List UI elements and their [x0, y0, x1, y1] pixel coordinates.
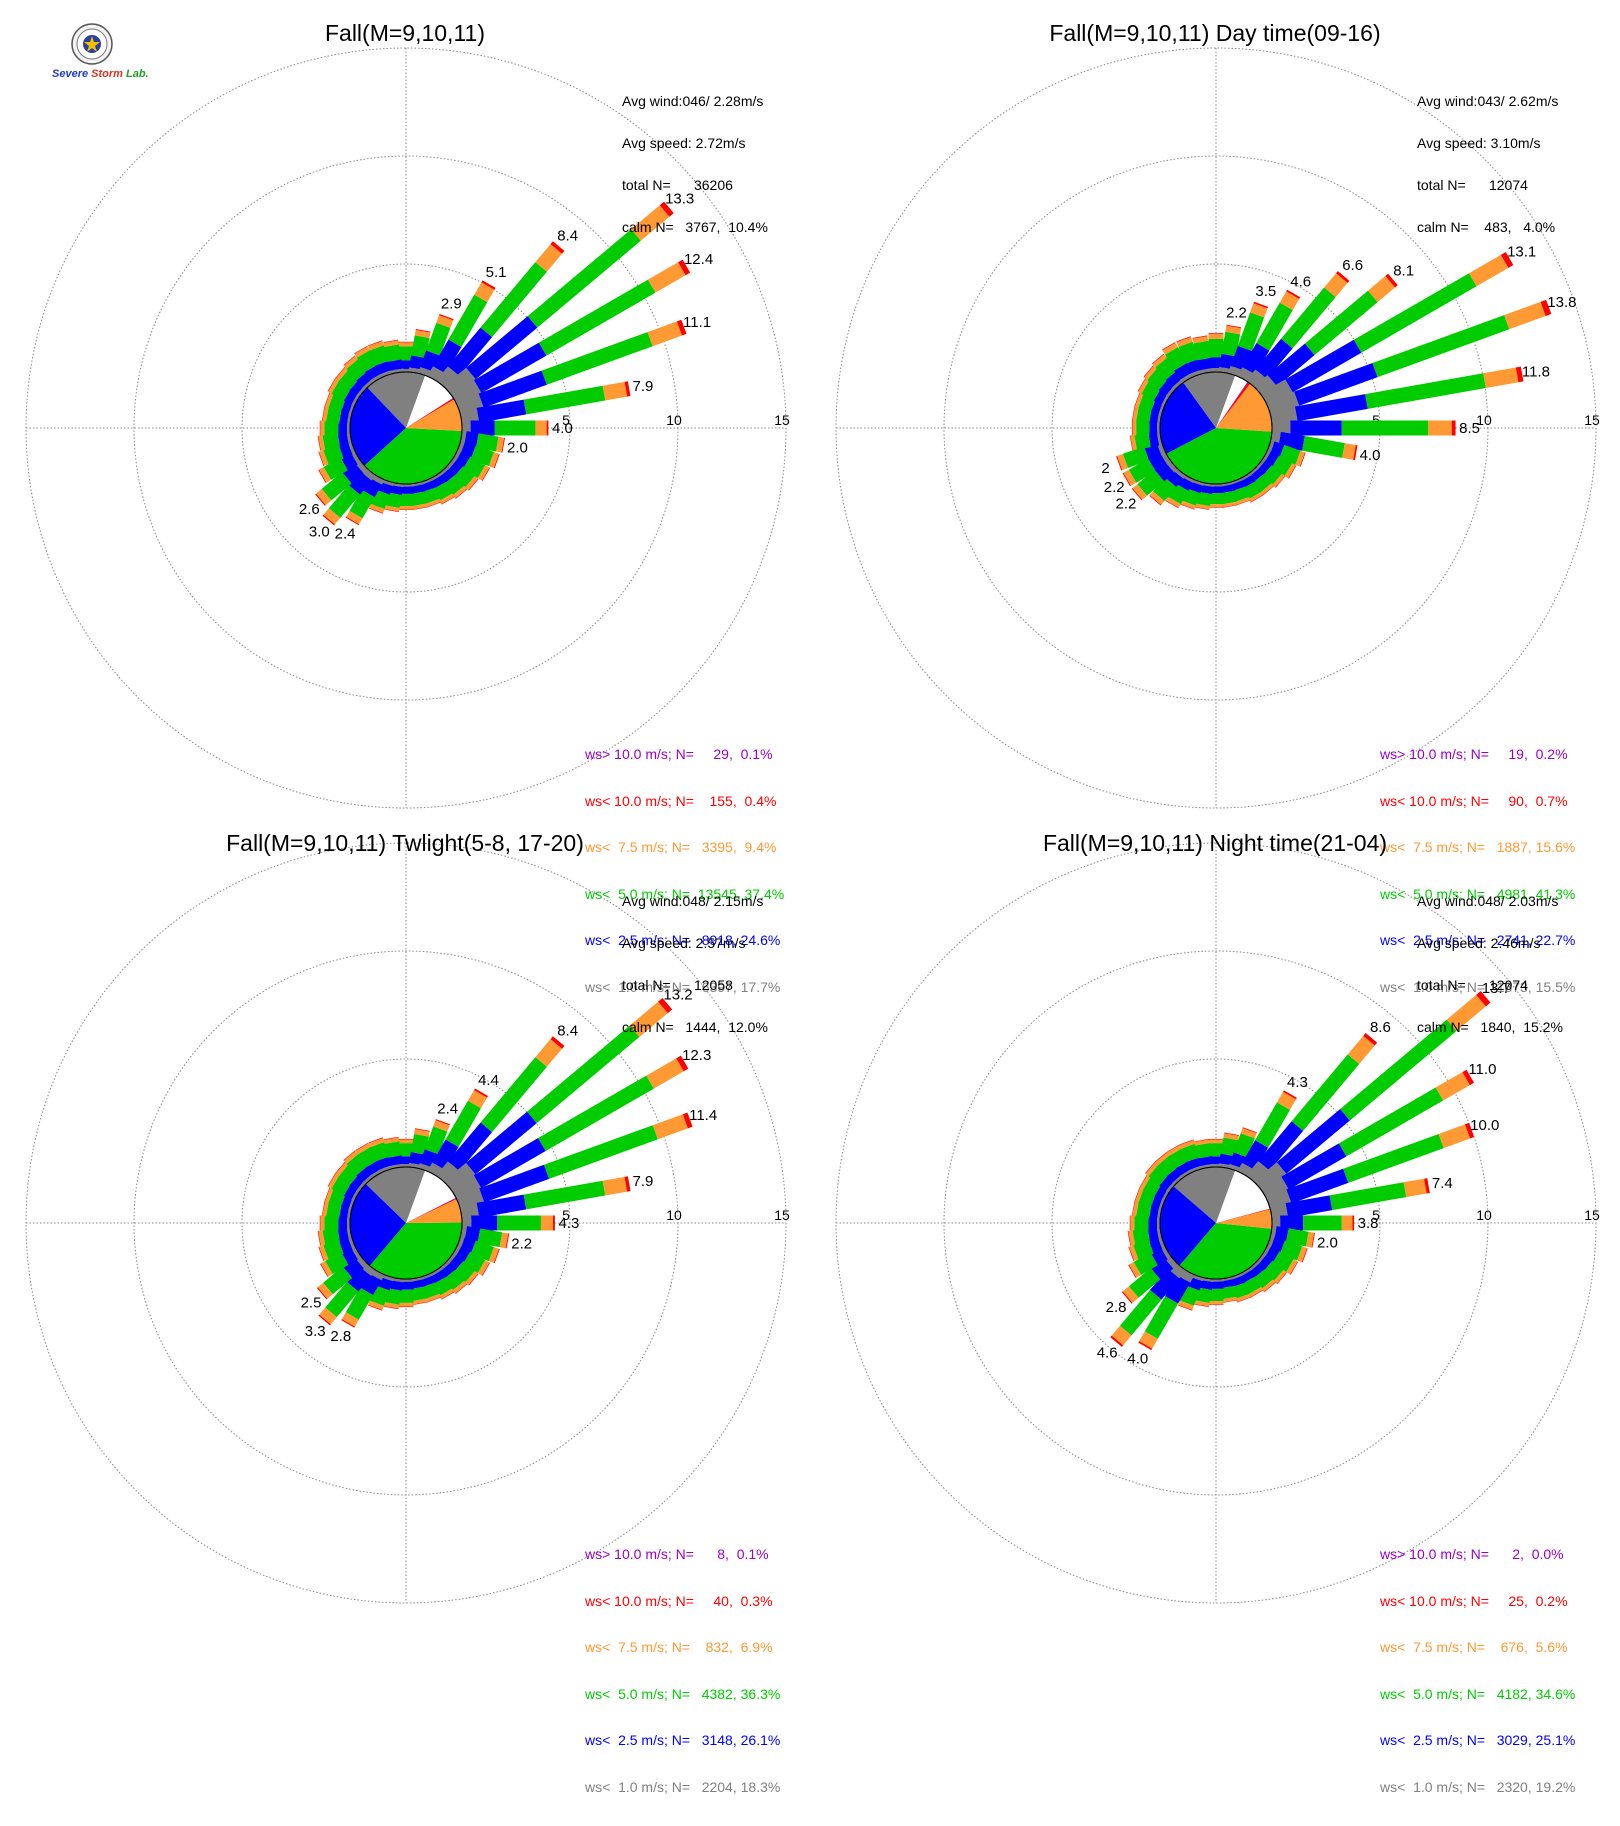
- stats-block: Avg wind:048/ 2.15m/s Avg speed: 2.57m/s…: [622, 866, 768, 1062]
- stat-calm-n: calm N= 1840, 15.2%: [1417, 1020, 1563, 1034]
- panel-title: Fall(M=9,10,11) Twlight(5-8, 17-20): [0, 830, 810, 857]
- rose-panel-fall-all: Fall(M=9,10,11) Avg wind:046/ 2.28m/s Av…: [0, 0, 810, 820]
- legend-entry-lt10: ws< 10.0 m/s; N= 155, 0.4%: [585, 794, 784, 810]
- rose-panel-fall-nighttime: Fall(M=9,10,11) Night time(21-04) Avg wi…: [810, 810, 1620, 1630]
- speed-legend: ws> 10.0 m/s; N= 2, 0.0% ws< 10.0 m/s; N…: [1380, 1516, 1575, 1826]
- legend-entry-lt7-5: ws< 7.5 m/s; N= 832, 6.9%: [585, 1640, 780, 1656]
- legend-entry-gt10: ws> 10.0 m/s; N= 8, 0.1%: [585, 1547, 780, 1563]
- stats-block: Avg wind:043/ 2.62m/s Avg speed: 3.10m/s…: [1417, 66, 1558, 262]
- stats-block: Avg wind:046/ 2.28m/s Avg speed: 2.72m/s…: [622, 66, 768, 262]
- stat-calm-n: calm N= 483, 4.0%: [1417, 220, 1558, 234]
- stat-avg-speed: Avg speed: 2.57m/s: [622, 936, 768, 950]
- stat-total-n: total N= 12074: [1417, 178, 1558, 192]
- rose-panel-fall-twilight: Fall(M=9,10,11) Twlight(5-8, 17-20) Avg …: [0, 810, 810, 1630]
- legend-entry-lt2-5: ws< 2.5 m/s; N= 3148, 26.1%: [585, 1733, 780, 1749]
- legend-entry-lt2-5: ws< 2.5 m/s; N= 3029, 25.1%: [1380, 1733, 1575, 1749]
- legend-entry-gt10: ws> 10.0 m/s; N= 19, 0.2%: [1380, 747, 1575, 763]
- stat-avg-wind: Avg wind:046/ 2.28m/s: [622, 94, 768, 108]
- legend-entry-lt5: ws< 5.0 m/s; N= 4382, 36.3%: [585, 1687, 780, 1703]
- legend-entry-gt10: ws> 10.0 m/s; N= 29, 0.1%: [585, 747, 784, 763]
- legend-entry-lt10: ws< 10.0 m/s; N= 90, 0.7%: [1380, 794, 1575, 810]
- stat-total-n: total N= 36206: [622, 178, 768, 192]
- stat-avg-wind: Avg wind:043/ 2.62m/s: [1417, 94, 1558, 108]
- legend-entry-lt1: ws< 1.0 m/s; N= 2204, 18.3%: [585, 1780, 780, 1796]
- stats-block: Avg wind:048/ 2.03m/s Avg speed: 2.46m/s…: [1417, 866, 1563, 1062]
- stat-total-n: total N= 12058: [622, 978, 768, 992]
- legend-entry-lt1: ws< 1.0 m/s; N= 2320, 19.2%: [1380, 1780, 1575, 1796]
- legend-entry-lt10: ws< 10.0 m/s; N= 25, 0.2%: [1380, 1594, 1575, 1610]
- stat-avg-wind: Avg wind:048/ 2.03m/s: [1417, 894, 1563, 908]
- legend-entry-lt5: ws< 5.0 m/s; N= 4182, 34.6%: [1380, 1687, 1575, 1703]
- legend-entry-lt7-5: ws< 7.5 m/s; N= 676, 5.6%: [1380, 1640, 1575, 1656]
- stat-avg-speed: Avg speed: 2.72m/s: [622, 136, 768, 150]
- legend-entry-gt10: ws> 10.0 m/s; N= 2, 0.0%: [1380, 1547, 1575, 1563]
- speed-legend: ws> 10.0 m/s; N= 8, 0.1% ws< 10.0 m/s; N…: [585, 1516, 780, 1826]
- rose-panel-fall-daytime: Fall(M=9,10,11) Day time(09-16) Avg wind…: [810, 0, 1620, 820]
- panel-title: Fall(M=9,10,11) Day time(09-16): [810, 20, 1620, 47]
- stat-calm-n: calm N= 1444, 12.0%: [622, 1020, 768, 1034]
- legend-entry-lt10: ws< 10.0 m/s; N= 40, 0.3%: [585, 1594, 780, 1610]
- stat-avg-speed: Avg speed: 2.46m/s: [1417, 936, 1563, 950]
- panel-title: Fall(M=9,10,11): [0, 20, 810, 47]
- stat-total-n: total N= 12074: [1417, 978, 1563, 992]
- panel-title: Fall(M=9,10,11) Night time(21-04): [810, 830, 1620, 857]
- stat-avg-speed: Avg speed: 3.10m/s: [1417, 136, 1558, 150]
- stat-avg-wind: Avg wind:048/ 2.15m/s: [622, 894, 768, 908]
- stat-calm-n: calm N= 3767, 10.4%: [622, 220, 768, 234]
